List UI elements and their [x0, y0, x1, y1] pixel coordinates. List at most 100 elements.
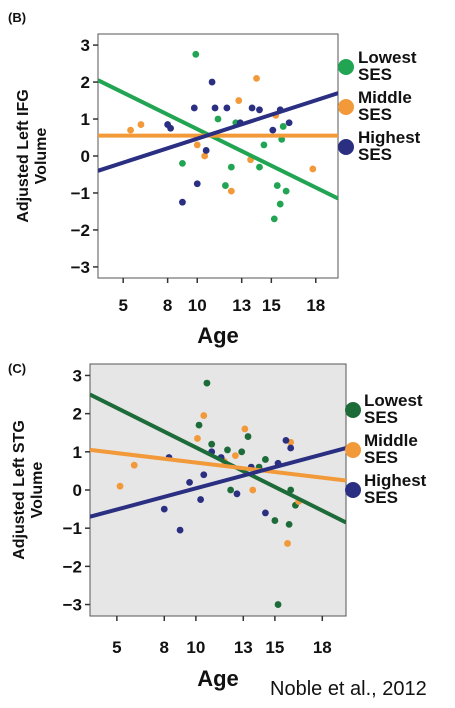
data-point-lowest [227, 163, 235, 171]
x-tick-label: 15 [262, 296, 281, 315]
data-point-lowest [203, 379, 211, 387]
data-point-lowest [208, 440, 216, 448]
y-tick-label: −1 [71, 184, 90, 203]
data-point-middle [127, 126, 134, 134]
y-tick-label: −3 [63, 596, 82, 615]
data-point-middle [130, 461, 138, 469]
legend-label: Highest [364, 471, 427, 490]
data-point-lowest [287, 486, 295, 494]
x-tick-label: 13 [232, 296, 251, 315]
data-point-middle [284, 540, 291, 547]
y-tick-label: −2 [71, 221, 90, 240]
data-point-highest [285, 119, 293, 127]
legend-marker [345, 482, 361, 498]
data-point-highest [190, 104, 198, 112]
data-point-highest [287, 444, 295, 452]
data-point-middle [231, 452, 239, 460]
data-point-lowest [262, 456, 269, 463]
data-point-highest [202, 147, 210, 154]
data-point-middle [193, 141, 201, 149]
data-point-highest [269, 126, 277, 134]
data-point-highest [262, 509, 269, 517]
legend-label: Middle [358, 88, 412, 107]
data-point-highest [167, 124, 174, 132]
fit-line-middle [90, 447, 346, 483]
y-axis-label: Adjusted Left STG [11, 420, 28, 560]
y-axis-label: Adjusted Left IFG [15, 89, 32, 222]
data-point-middle [194, 435, 201, 442]
x-tick-label: 5 [112, 638, 121, 657]
panel-label: (C) [8, 361, 26, 376]
data-point-highest [176, 526, 184, 534]
citation: Noble et al., 2012 [270, 678, 427, 700]
data-point-middle [137, 121, 145, 128]
y-axis-label: Volume [29, 462, 46, 519]
legend-label: SES [358, 145, 392, 164]
legend-label: SES [364, 448, 398, 467]
data-point-middle [249, 486, 257, 494]
legend-label: Lowest [364, 391, 423, 410]
y-tick-label: −3 [71, 258, 90, 277]
data-point-highest [186, 478, 193, 486]
x-tick-label: 10 [186, 638, 205, 657]
legend-marker [338, 99, 354, 115]
data-point-highest [200, 471, 208, 479]
legend-label: SES [358, 105, 392, 124]
y-tick-label: 0 [81, 147, 90, 166]
x-axis-label: Age [197, 666, 239, 691]
data-point-lowest [256, 163, 263, 171]
y-tick-label: 0 [73, 481, 82, 500]
y-tick-label: 3 [73, 366, 82, 385]
x-tick-label: 18 [313, 638, 332, 657]
data-point-highest [223, 104, 231, 112]
x-tick-label: 8 [163, 296, 172, 315]
y-tick-label: −2 [63, 557, 82, 576]
data-point-middle [227, 187, 235, 195]
data-point-lowest [276, 200, 284, 208]
data-point-highest [248, 104, 256, 112]
plot-content [90, 379, 346, 608]
legend-label: SES [364, 488, 398, 507]
legend-marker [338, 139, 354, 155]
data-point-highest [211, 104, 219, 112]
data-point-lowest [273, 182, 281, 189]
fit-line-highest [90, 446, 346, 519]
plot-area [97, 33, 339, 279]
y-tick-label: 2 [81, 73, 90, 92]
fit-line-lowest [98, 78, 338, 201]
data-point-highest [160, 505, 168, 513]
x-tick-label: 15 [265, 638, 284, 657]
data-point-lowest [244, 433, 252, 440]
legend-label: Highest [358, 128, 421, 147]
data-point-lowest [214, 115, 222, 123]
data-point-middle [235, 97, 243, 104]
data-point-middle [241, 425, 249, 433]
y-axis-label: Volume [33, 128, 50, 185]
data-point-lowest [224, 446, 231, 454]
data-point-highest [256, 106, 263, 114]
data-point-lowest [279, 123, 287, 130]
data-point-lowest [222, 182, 229, 189]
data-point-lowest [271, 517, 279, 524]
legend-label: Lowest [358, 48, 417, 67]
x-tick-label: 8 [160, 638, 169, 657]
legend-label: SES [364, 408, 398, 427]
x-tick-label: 5 [118, 296, 127, 315]
data-point-lowest [192, 50, 200, 58]
data-point-middle [309, 165, 317, 173]
plot-area [89, 363, 347, 617]
y-tick-label: 1 [81, 110, 90, 129]
data-point-lowest [274, 601, 282, 608]
legend-marker [345, 402, 361, 418]
data-point-lowest [282, 187, 290, 195]
data-point-middle [116, 482, 124, 490]
data-point-highest [208, 78, 216, 86]
data-point-middle [200, 412, 208, 419]
fit-line-lowest [90, 392, 346, 525]
